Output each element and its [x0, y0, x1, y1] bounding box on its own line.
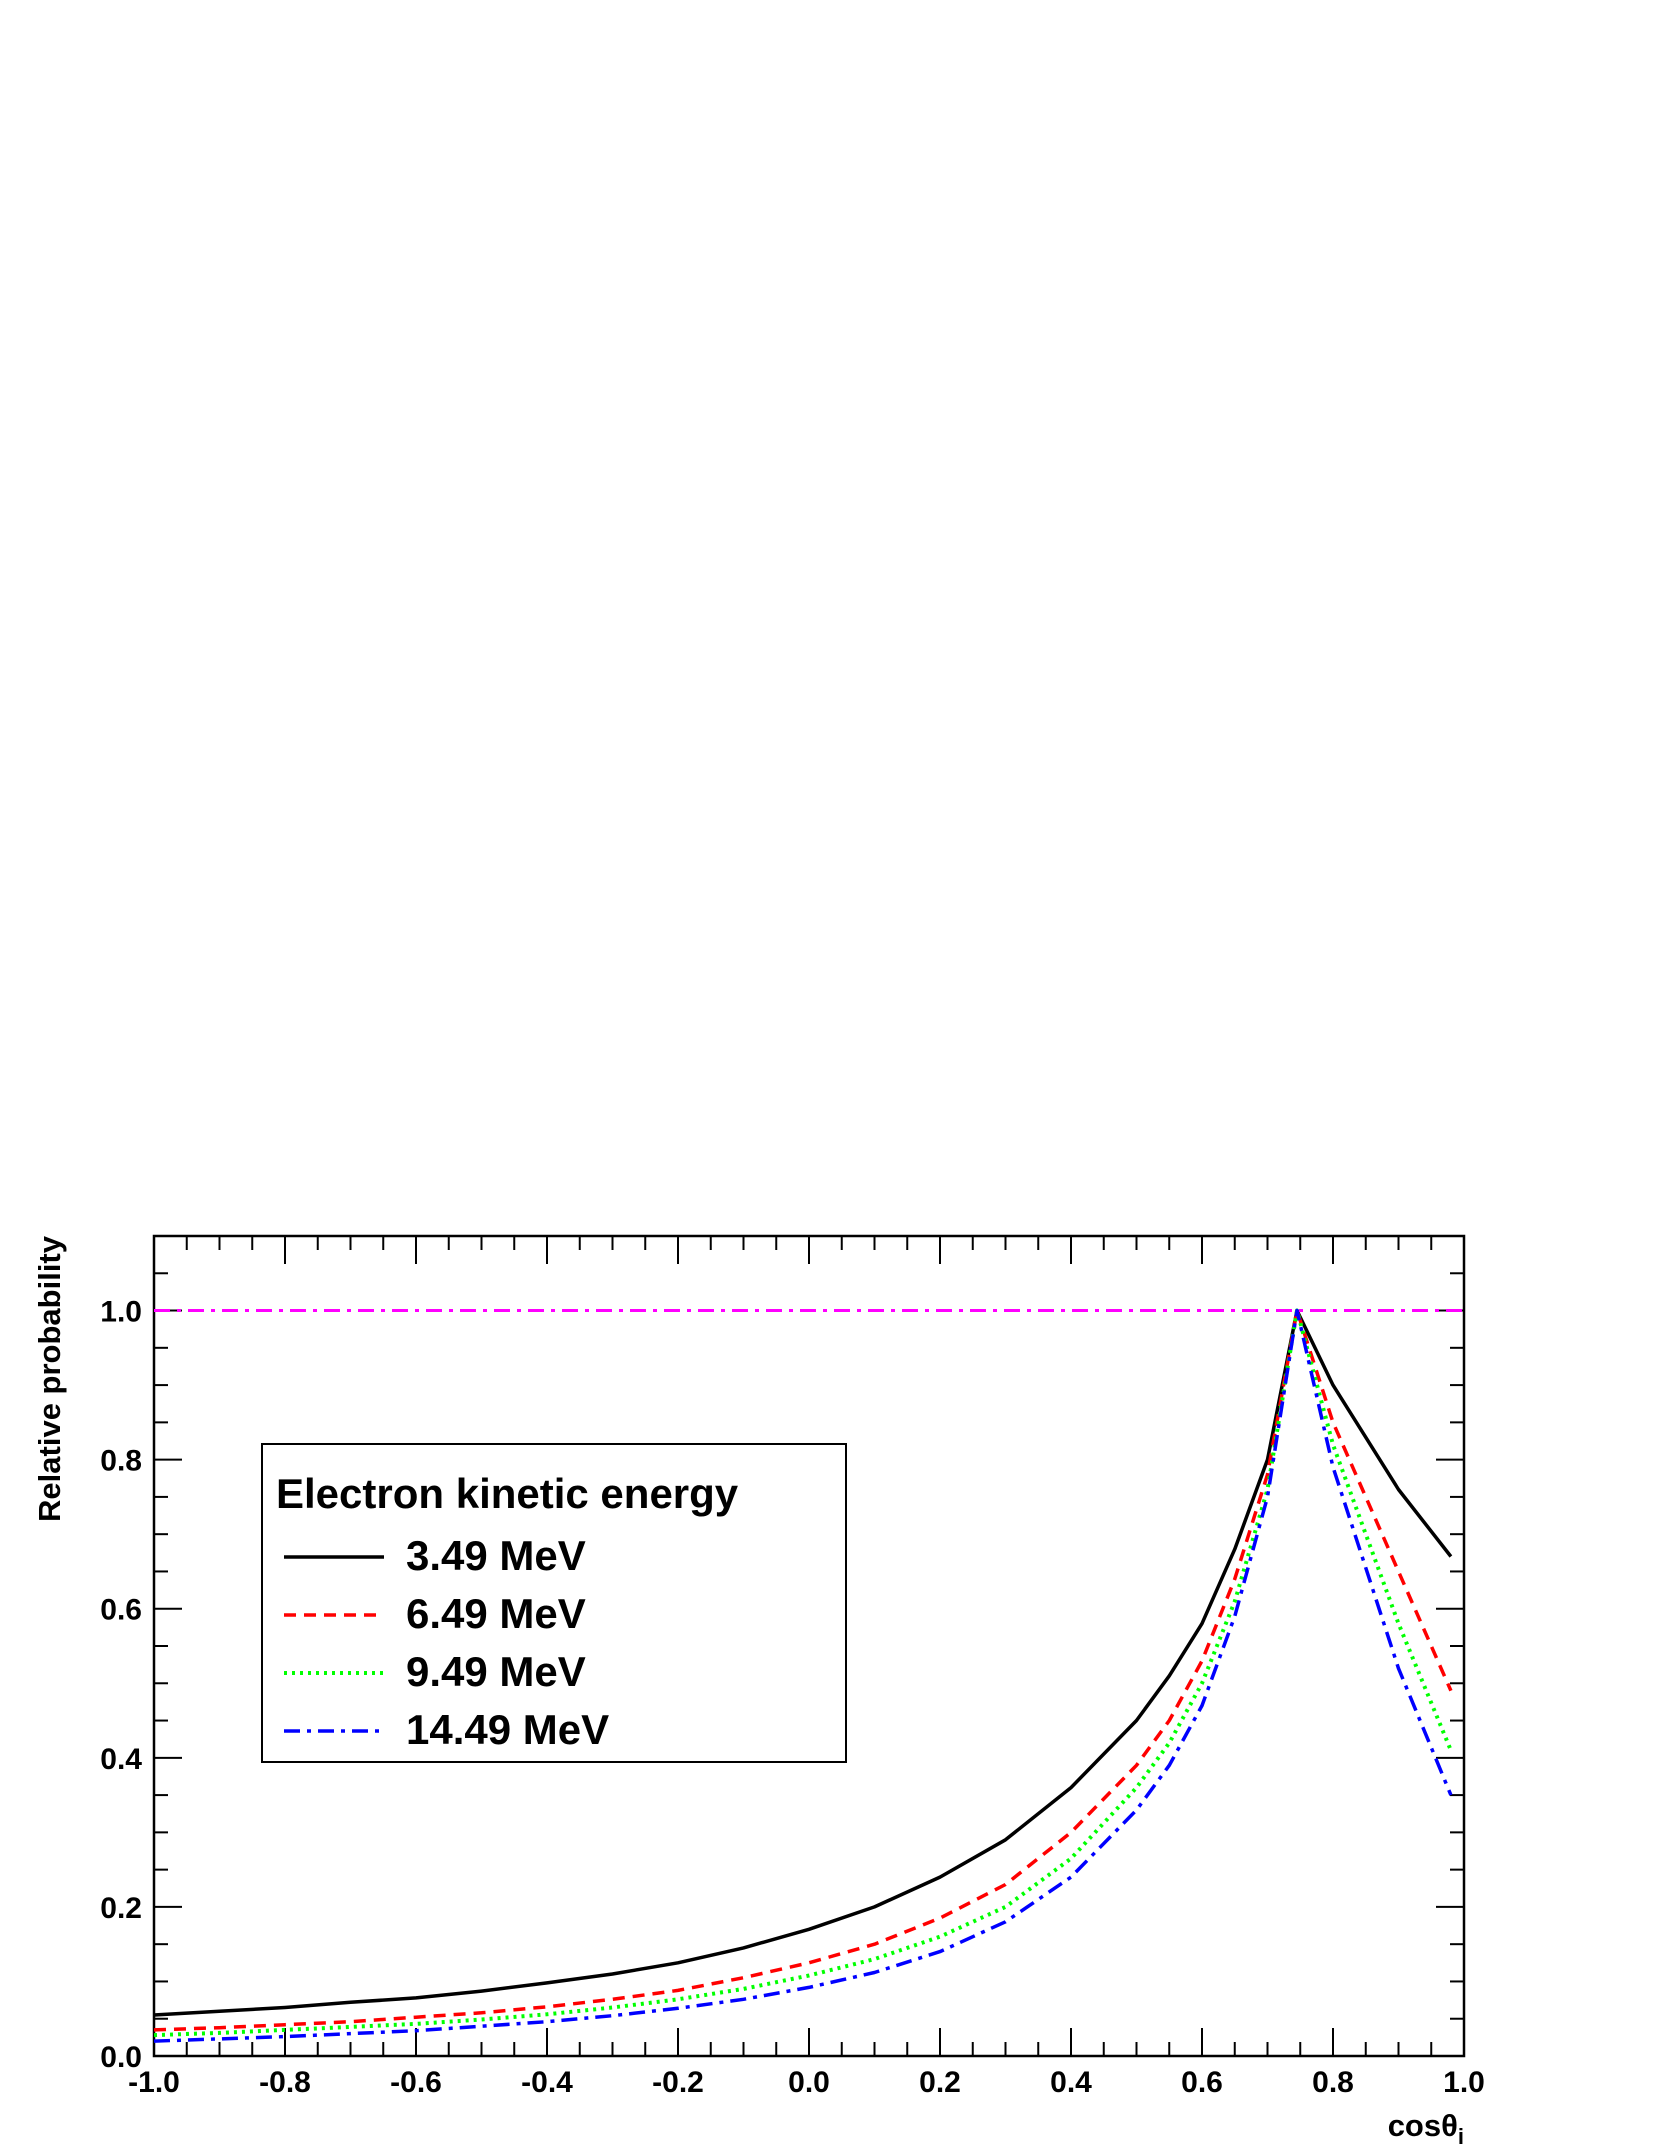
x-tick-label: 0.8: [1312, 2066, 1354, 2099]
axis-ticks: [153, 1235, 1465, 2057]
y-axis-title: Relative probability: [32, 1235, 67, 1522]
y-tick-label: 1.0: [100, 1296, 142, 1329]
x-tick-label: -0.2: [652, 2066, 704, 2099]
legend-title: Electron kinetic energy: [276, 1470, 739, 1517]
series-line-2: [153, 1308, 1453, 2032]
y-tick-label: 0.2: [100, 1892, 142, 1925]
x-tick-label: -1.0: [128, 2066, 180, 2099]
y-tick-labels: 0.0 0.2 0.4 0.6 0.8 1.0: [100, 1296, 142, 2074]
legend-label: 6.49 MeV: [406, 1590, 586, 1637]
x-tick-label: -0.4: [521, 2066, 573, 2099]
series-line-3: [153, 1308, 1453, 2038]
series-line-1: [153, 1308, 1453, 2017]
x-axis-title: cosθi: [1388, 2108, 1464, 2149]
legend: Electron kinetic energy 3.49 MeV 6.49 MeV…: [261, 1443, 847, 1763]
x-tick-label: 0.4: [1050, 2066, 1092, 2099]
legend-label: 3.49 MeV: [406, 1532, 586, 1579]
x-tick-label: -0.6: [390, 2066, 442, 2099]
y-tick-label: 0.8: [100, 1445, 142, 1478]
y-tick-label: 0.4: [100, 1743, 142, 1776]
x-tick-label: 0.2: [919, 2066, 961, 2099]
x-tick-label: 1.0: [1443, 2066, 1485, 2099]
y-tick-label: 0.6: [100, 1594, 142, 1627]
y-tick-label: 0.0: [100, 2041, 142, 2074]
x-tick-label: -0.8: [259, 2066, 311, 2099]
x-tick-labels: -1.0 -0.8 -0.6 -0.4 -0.2 0.0 0.2 0.4 0.6 0.8 1.0: [128, 2066, 1485, 2099]
x-tick-label: 0.6: [1181, 2066, 1223, 2099]
series-lines: [153, 1308, 1453, 2043]
legend-label: 14.49 MeV: [406, 1706, 609, 1753]
x-tick-label: 0.0: [788, 2066, 830, 2099]
legend-box: [261, 1443, 847, 1763]
x-axis-title-subscript: i: [1458, 2124, 1464, 2149]
legend-label: 9.49 MeV: [406, 1648, 586, 1695]
series-line-4: [153, 1308, 1453, 2043]
